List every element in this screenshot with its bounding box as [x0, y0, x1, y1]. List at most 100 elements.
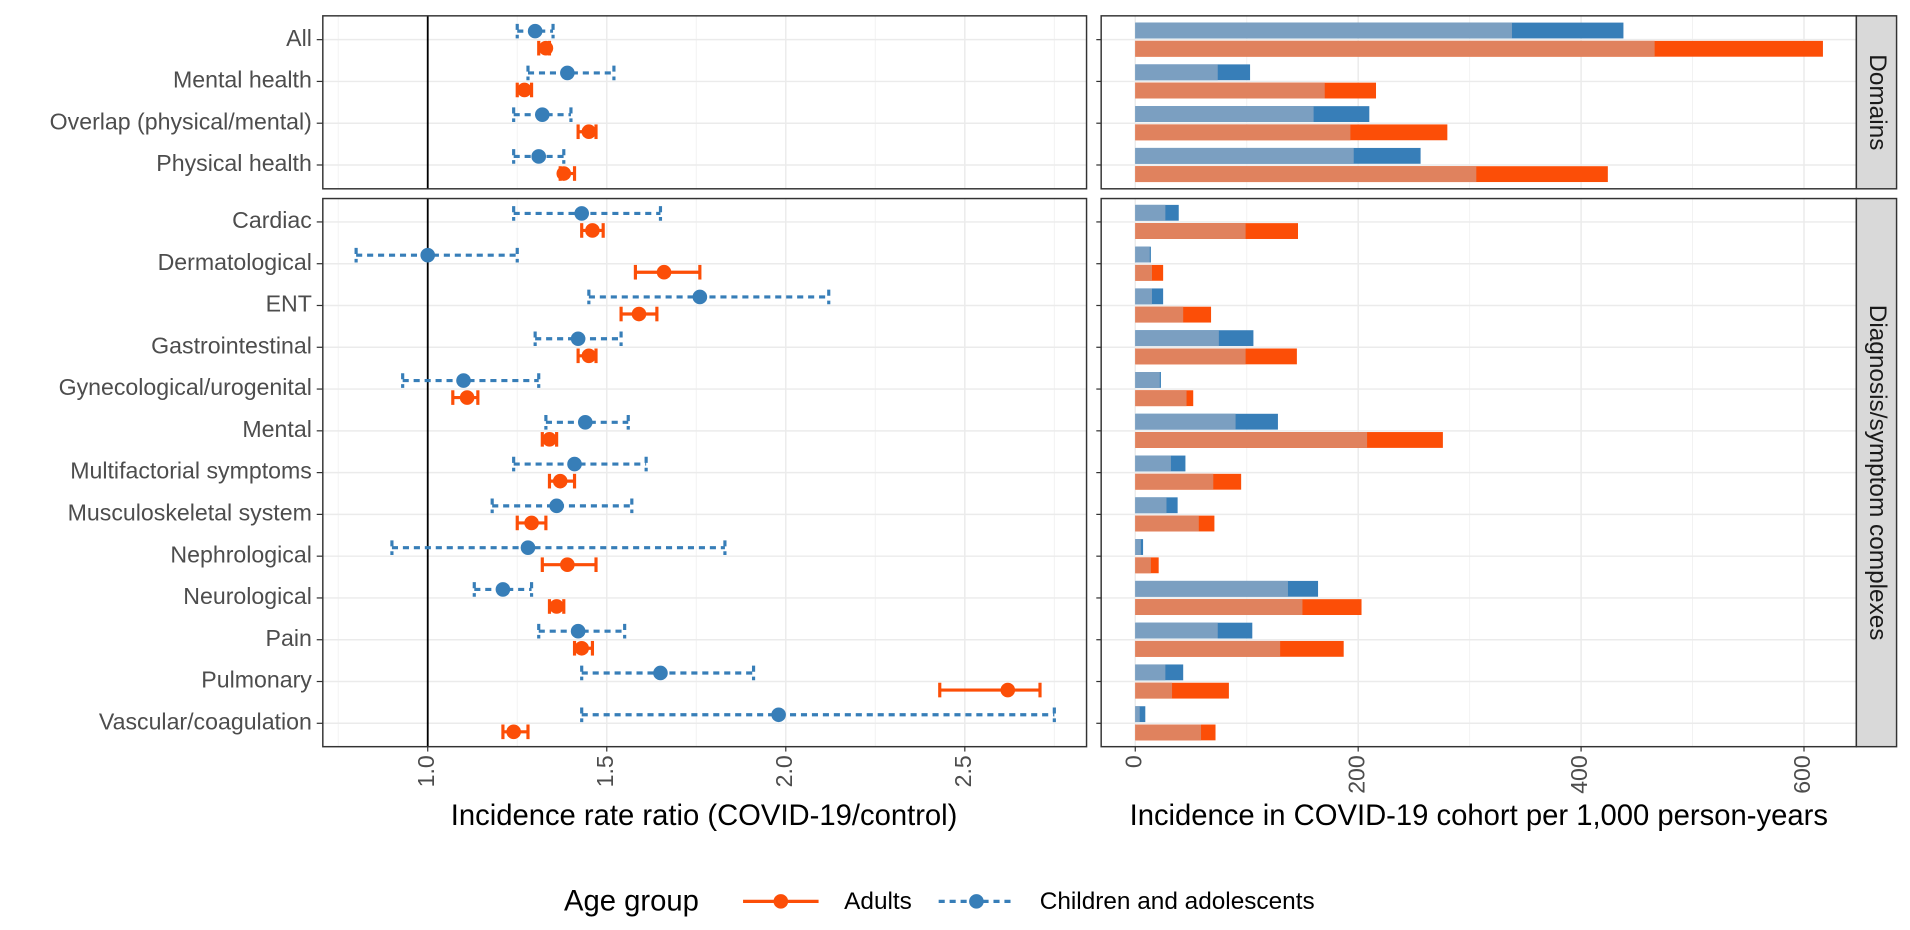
incidence-bar-light [1135, 724, 1202, 741]
incidence-bar [1135, 706, 1146, 723]
incidence-bar-light [1135, 413, 1236, 430]
point-estimate [552, 473, 568, 489]
point-estimate [456, 373, 471, 388]
x-tick-label: 2.0 [771, 755, 797, 787]
legend-marker [773, 894, 789, 909]
point-estimate [459, 390, 475, 405]
x-tick-label: 2.5 [950, 755, 976, 787]
incidence-bar-light [1135, 147, 1354, 164]
point-estimate [556, 166, 572, 181]
y-tick-label: Vascular/coagulation [99, 708, 312, 734]
incidence-bar-light [1135, 166, 1477, 183]
incidence-bar-light [1135, 372, 1160, 388]
point-estimate [506, 724, 521, 740]
bar-axis-title: Incidence in COVID-19 cohort per 1,000 p… [1130, 800, 1828, 832]
point-estimate [1000, 682, 1016, 698]
point-estimate [531, 149, 547, 164]
incidence-bar-light [1135, 106, 1314, 122]
y-tick-label: Gynecological/urogenital [59, 374, 312, 400]
panel-border [322, 197, 1088, 748]
y-tick-label: Physical health [156, 150, 312, 176]
incidence-bar-light [1135, 682, 1173, 699]
incidence-bar-light [1135, 40, 1655, 57]
strip [1855, 15, 1898, 190]
point-estimate [656, 264, 672, 280]
point-estimate [577, 414, 593, 430]
incidence-bar-light [1135, 557, 1151, 574]
point-estimate [517, 82, 532, 98]
bar-x-tick-label: 600 [1789, 755, 1815, 794]
y-tick-label: ENT [266, 291, 312, 317]
incidence-bar-light [1135, 515, 1199, 532]
x-axis-title: Incidence rate ratio (COVID-19/control) [451, 800, 958, 832]
point-estimate [495, 582, 511, 597]
y-tick-label: Cardiac [232, 207, 312, 233]
incidence-bar-light [1135, 288, 1152, 305]
bar-x-tick-label: 0 [1120, 755, 1146, 768]
point-estimate [771, 707, 786, 723]
point-estimate [581, 124, 597, 140]
legend-title: Age group [564, 885, 699, 917]
y-tick-label: Pulmonary [201, 667, 312, 693]
incidence-bar-light [1135, 246, 1150, 263]
strip-label: Diagnosis/symptom complexes [1864, 305, 1891, 641]
point-estimate [549, 599, 564, 614]
incidence-bar-light [1135, 22, 1512, 39]
incidence-bar-light [1135, 432, 1368, 448]
point-estimate [581, 348, 597, 364]
y-tick-label: Pain [266, 625, 312, 651]
point-estimate [653, 665, 668, 681]
panel-border [322, 15, 1088, 190]
bar-x-tick-label: 200 [1343, 755, 1369, 794]
y-tick-label: Multifactorial symptoms [70, 458, 312, 484]
incidence-bar-light [1135, 264, 1152, 281]
incidence-bar-light [1135, 348, 1246, 365]
point-estimate [560, 557, 575, 573]
point-estimate [570, 623, 586, 639]
incidence-bar-light [1135, 223, 1246, 239]
legend-marker [969, 894, 984, 909]
point-estimate [524, 515, 539, 531]
incidence-bar-light [1135, 330, 1219, 347]
incidence-bar-light [1135, 124, 1351, 141]
bar-x-tick-label: 400 [1566, 755, 1592, 794]
x-tick-label: 1.0 [413, 755, 439, 787]
point-estimate [560, 65, 575, 81]
y-tick-label: Dermatological [158, 249, 312, 275]
y-tick-label: Musculoskeletal system [68, 500, 312, 526]
y-tick-label: Nephrological [170, 541, 311, 567]
y-tick-label: Gastrointestinal [151, 332, 312, 358]
y-tick-label: Mental health [173, 67, 312, 93]
incidence-bar-light [1135, 455, 1171, 472]
incidence-bar-light [1135, 473, 1214, 490]
y-tick-label: Mental [242, 416, 311, 442]
incidence-bar-light [1135, 580, 1288, 597]
incidence-bar-light [1135, 599, 1303, 616]
strip-label: Domains [1864, 54, 1891, 150]
incidence-bar-light [1135, 306, 1184, 323]
point-estimate [631, 306, 647, 322]
point-estimate [692, 289, 708, 305]
incidence-bar-light [1135, 64, 1218, 81]
point-estimate [520, 540, 536, 555]
incidence-bar-light [1135, 82, 1325, 99]
incidence-bar-light [1135, 539, 1141, 555]
y-tick-label: All [286, 25, 312, 51]
incidence-bar-light [1135, 622, 1218, 639]
strip [1855, 197, 1898, 748]
legend-label: Children and adolescents [1040, 888, 1315, 915]
point-estimate [585, 223, 600, 238]
x-tick-label: 1.5 [592, 755, 618, 787]
y-tick-label: Overlap (physical/mental) [50, 108, 312, 134]
point-estimate [574, 640, 590, 656]
point-estimate [420, 247, 436, 263]
incidence-bar-light [1135, 390, 1187, 407]
point-estimate [570, 331, 586, 347]
incidence-bar-light [1135, 706, 1140, 723]
point-estimate [549, 498, 564, 514]
point-estimate [574, 206, 590, 221]
incidence-bar-light [1135, 664, 1166, 681]
point-estimate [527, 23, 543, 39]
